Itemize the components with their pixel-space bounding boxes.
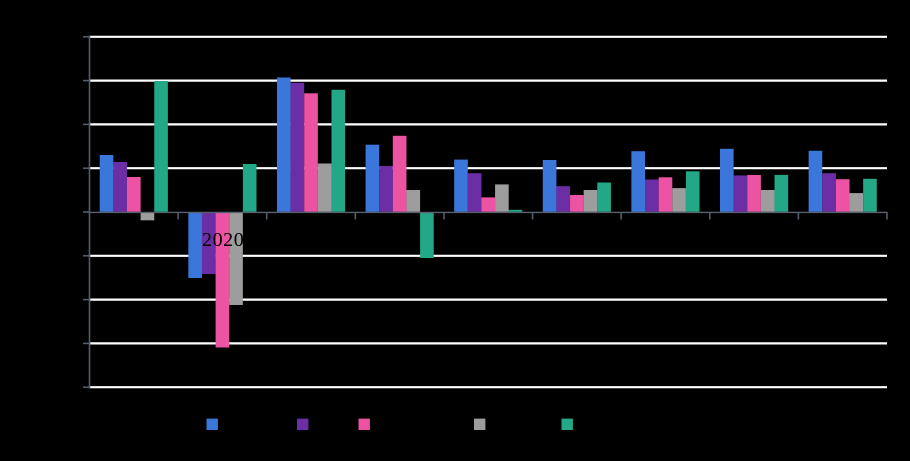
- svg-text:2020: 2020: [202, 229, 244, 251]
